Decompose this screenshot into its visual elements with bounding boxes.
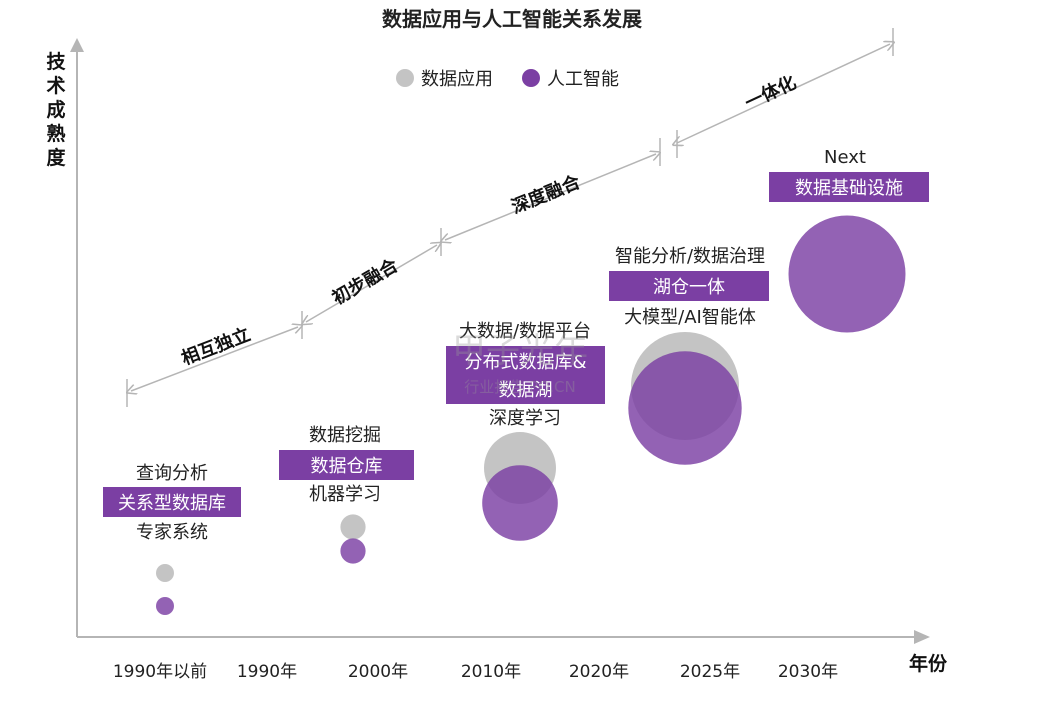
stage-highlight-box [279,450,414,480]
y-axis-label-char: 技 [46,50,66,73]
stage-top-label: 查询分析 [136,463,208,484]
x-tick-label: 2010年 [461,662,521,682]
stage-bottom-label: 大模型/AI智能体 [624,307,756,328]
stage-highlight-box [446,346,605,404]
chart-title: 数据应用与人工智能关系发展 [382,7,642,31]
ai-bubble [788,215,906,333]
stage-top-label: 智能分析/数据治理 [615,246,765,267]
x-tick-labels: 1990年以前 1990年 2000年 2010年 2020年 2025年 2030年 [113,662,838,682]
phase-arrow [677,44,890,143]
ai-bubble [628,351,742,465]
ai-bubble [340,538,366,564]
stage-highlight-label: 湖仓一体 [653,277,725,298]
x-tick-label: 2000年 [348,662,408,682]
stage-highlight-label: 数据湖 [499,380,553,401]
phase-arrow [306,245,437,322]
stage-highlight-label: 关系型数据库 [118,493,226,514]
y-axis-label-char: 术 [46,75,65,97]
stage-top-label: Next [824,147,866,168]
x-tick-label: 2030年 [778,662,838,682]
legend-swatch-ai [522,69,540,87]
legend: 数据应用 人工智能 [396,69,619,90]
phase-label: 一体化 [741,71,799,114]
legend-label-data: 数据应用 [421,69,493,90]
x-tick-label: 2020年 [569,662,629,682]
stage-bottom-label: 深度学习 [489,408,561,429]
stage-highlight-label: 数据仓库 [311,456,383,477]
stage-bottom-label: 专家系统 [136,522,208,543]
phase-arrow [131,327,298,391]
x-axis-label: 年份 [909,652,948,675]
watermark: 甲子光年 行业报告 PO.CN [452,331,588,396]
phase-label: 深度融合 [508,170,584,218]
y-axis-label-char: 成 [46,98,65,121]
phase-label: 初步融合 [328,254,402,310]
y-axis-label-char: 熟 [46,122,65,145]
stage-highlight-label: 分布式数据库& [464,352,586,373]
stage-top-label: 数据挖掘 [309,425,381,446]
watermark-brand: 甲子光年 [452,331,588,371]
stage-highlight-box [769,172,929,202]
legend-swatch-data [396,69,414,87]
data-app-bubble [156,564,174,582]
phase-label: 相互独立 [178,323,253,369]
y-axis-label-char: 度 [46,146,66,169]
stage-highlight-box [103,487,241,517]
phase-arrow [445,154,656,240]
stage-highlight-label: 数据基础设施 [795,178,903,199]
x-tick-label: 2025年 [680,662,740,682]
watermark-url: 行业报告 PO.CN [464,378,575,396]
ai-bubble [482,465,558,541]
x-tick-label: 1990年 [237,662,297,682]
y-axis-arrow [70,38,84,52]
x-tick-label: 1990年以前 [113,662,207,682]
bubbles [156,215,906,615]
x-axis-arrow [914,630,930,644]
y-axis-label: 技术成熟度 [46,50,66,169]
legend-label-ai: 人工智能 [547,69,619,90]
stage-highlight-box [609,271,769,301]
data-app-bubble [340,514,366,540]
stage-top-label: 大数据/数据平台 [459,321,591,342]
ai-bubble [156,597,174,615]
stage-bottom-label: 机器学习 [309,484,381,505]
